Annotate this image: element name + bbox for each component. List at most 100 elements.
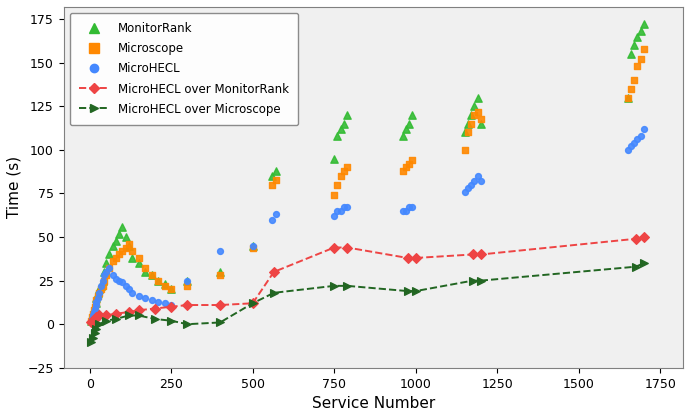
Point <box>635 56 647 63</box>
Point <box>104 251 115 258</box>
Point <box>328 192 339 199</box>
Point <box>475 115 486 122</box>
Point <box>332 181 343 188</box>
Point <box>407 157 418 164</box>
Point <box>475 178 486 185</box>
Point <box>166 286 177 293</box>
Point <box>88 308 99 315</box>
Point <box>400 208 411 214</box>
Point <box>625 51 636 57</box>
Point <box>101 272 112 279</box>
Point <box>475 120 486 127</box>
Point <box>110 275 121 282</box>
Point <box>459 189 470 195</box>
Point <box>87 314 98 321</box>
Point <box>404 204 415 211</box>
Point <box>472 94 483 101</box>
Point <box>152 277 164 284</box>
Point <box>86 317 97 324</box>
Point <box>88 311 99 317</box>
Point <box>117 279 128 286</box>
Point <box>335 173 346 179</box>
Point <box>139 295 150 301</box>
Point <box>94 286 105 293</box>
Point <box>97 277 108 284</box>
Point <box>90 300 101 307</box>
Point <box>629 42 640 48</box>
Point <box>335 208 346 214</box>
Point <box>90 296 101 303</box>
Point <box>101 260 112 267</box>
Point <box>462 129 473 136</box>
Point <box>335 126 346 133</box>
Point <box>400 164 411 171</box>
Point <box>469 103 480 110</box>
Point <box>90 302 101 308</box>
Point <box>328 155 339 162</box>
Point <box>117 247 128 254</box>
Point <box>104 265 115 272</box>
Point <box>124 242 135 249</box>
Point <box>182 277 193 284</box>
Point <box>466 120 477 127</box>
Point <box>166 286 177 293</box>
Point <box>629 77 640 84</box>
Point <box>622 147 633 153</box>
Point <box>99 268 110 275</box>
Point <box>267 173 278 179</box>
Point <box>139 265 150 272</box>
Point <box>96 283 107 289</box>
Point <box>107 272 118 279</box>
Point <box>332 208 343 214</box>
Point <box>96 283 107 289</box>
Point <box>133 255 144 261</box>
Point <box>247 244 258 251</box>
Point <box>146 272 157 279</box>
Point <box>124 241 135 247</box>
Point <box>267 216 278 223</box>
Point <box>328 213 339 219</box>
Point <box>88 312 99 319</box>
Point <box>632 33 643 40</box>
Point <box>339 120 350 127</box>
Point <box>90 295 101 301</box>
Point <box>332 133 343 139</box>
Point <box>270 168 281 174</box>
Point <box>622 94 633 101</box>
Point <box>92 295 104 301</box>
Point <box>104 265 115 272</box>
Point <box>110 237 121 244</box>
Point <box>86 319 97 326</box>
Point <box>120 244 131 251</box>
Point <box>92 290 104 296</box>
Point <box>87 316 98 322</box>
Point <box>117 223 128 230</box>
Point <box>107 258 118 265</box>
Point <box>110 255 121 261</box>
Point <box>159 281 170 288</box>
Point <box>407 204 418 211</box>
Point <box>133 260 144 267</box>
Point <box>89 303 100 310</box>
Point <box>270 176 281 183</box>
Point <box>126 290 137 296</box>
Point <box>182 277 193 284</box>
Point <box>99 277 110 284</box>
Point <box>101 268 112 275</box>
Point <box>339 204 350 211</box>
Point <box>96 286 107 293</box>
Point <box>113 251 124 258</box>
Point <box>247 242 258 249</box>
Point <box>469 112 480 118</box>
Point <box>159 300 170 307</box>
Point <box>88 307 99 314</box>
Point <box>88 311 99 317</box>
Point <box>632 136 643 143</box>
Point <box>397 133 408 139</box>
Point <box>342 164 353 171</box>
Point <box>113 230 124 237</box>
Point <box>87 314 98 321</box>
Point <box>146 272 157 279</box>
Point <box>215 272 226 279</box>
Y-axis label: Time (s): Time (s) <box>7 156 22 219</box>
